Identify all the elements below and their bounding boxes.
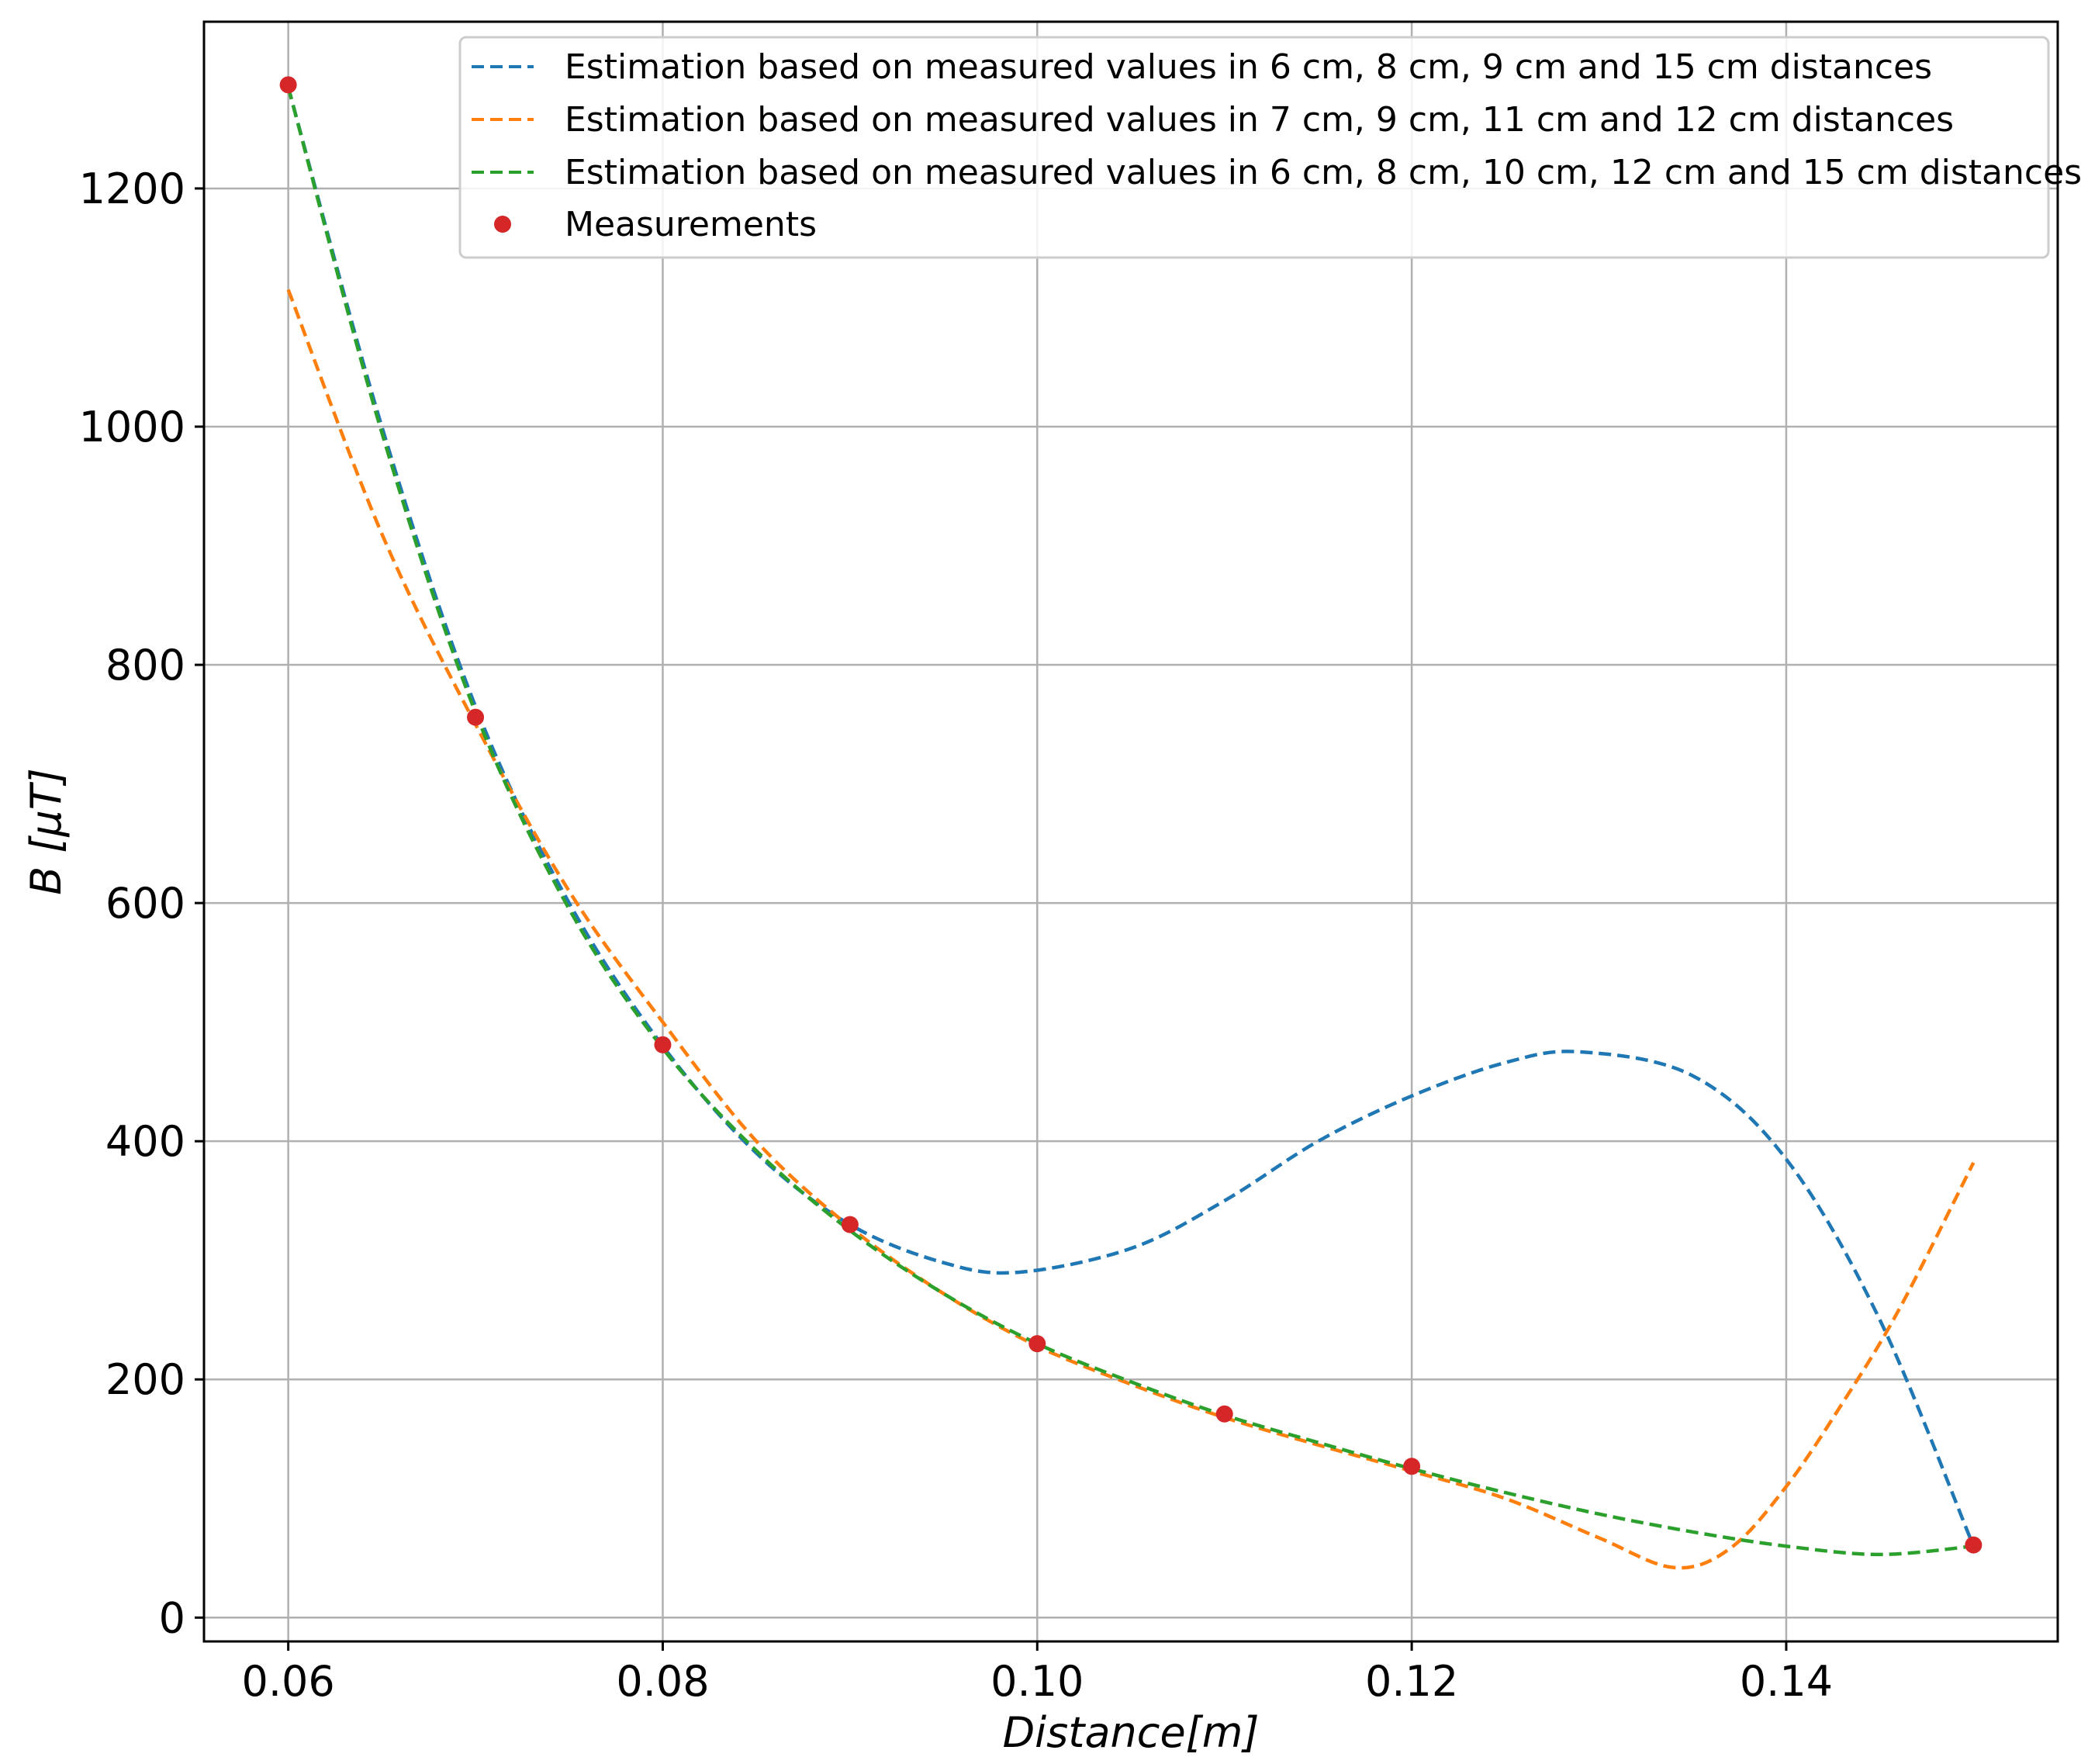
measurement-point [1215,1405,1233,1423]
x-tick-label: 0.08 [616,1657,709,1706]
axis-ticks: 0.06 0.08 0.10 0.12 0.14 0 200 400 600 800 1000 120… [79,164,1834,1706]
measurement-point [1028,1335,1046,1353]
legend-label-2: Estimation based on measured values in 7… [565,100,1954,140]
measurement-point [467,708,485,726]
measurement-point [1403,1458,1421,1475]
legend-box [458,36,2050,259]
y-tick-label: 800 [105,641,185,690]
y-tick-label: 400 [105,1117,185,1166]
x-tick-label: 0.12 [1365,1657,1458,1706]
x-axis-title: Distance[m] [1003,1708,1260,1757]
y-tick-label: 1000 [79,403,185,451]
x-tick-label: 0.14 [1740,1657,1833,1706]
plot-lines [286,86,1976,1570]
measurement-markers [279,76,1982,1554]
y-tick-label: 0 [159,1593,185,1642]
measurement-point [654,1036,672,1053]
y-tick-label: 200 [105,1355,185,1404]
legend-label-1: Estimation based on measured values in 6… [565,47,1932,87]
y-tick-label: 1200 [79,164,185,213]
legend-label-4: Measurements [565,205,817,244]
x-tick-label: 0.10 [990,1657,1084,1706]
x-tick-label: 0.06 [242,1657,335,1706]
series-line-3 [286,86,1974,1557]
grid [204,22,2058,1641]
legend: Estimation based on measured values in 6… [458,36,2081,259]
legend-marker-measurements [494,216,511,233]
series-line-1 [286,86,1976,1548]
plot-frame [202,20,2059,1643]
legend-label-3: Estimation based on measured values in 6… [565,153,2081,192]
y-tick-label: 600 [105,879,185,928]
measurement-point [1965,1536,1982,1554]
measurement-point [279,76,297,94]
y-axis-title: B [μT] [22,768,71,895]
measurement-point [841,1216,859,1233]
series-line-2 [286,289,1976,1570]
